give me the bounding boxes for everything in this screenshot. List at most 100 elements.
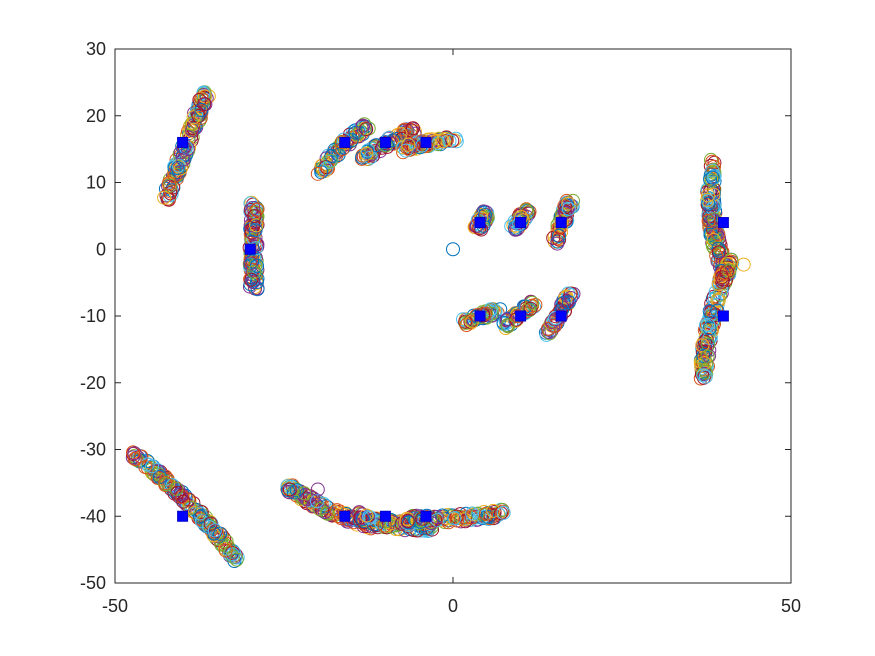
y-tick-label: 30 (86, 39, 106, 59)
data-point (711, 277, 726, 292)
data-point (704, 152, 718, 167)
data-point (561, 196, 576, 211)
data-point (476, 509, 490, 524)
data-point (250, 202, 264, 217)
data-point (447, 511, 462, 526)
center-marker (420, 136, 432, 148)
data-point (724, 252, 739, 267)
data-point (310, 166, 325, 181)
data-point (701, 214, 716, 228)
center-marker (420, 510, 432, 522)
data-point (170, 161, 185, 176)
y-tick-label: 0 (96, 239, 106, 259)
data-point (406, 121, 420, 136)
data-point (250, 258, 264, 273)
data-point (700, 349, 715, 364)
center-marker (177, 510, 189, 522)
data-point (702, 304, 717, 319)
data-point (359, 508, 374, 523)
data-point (401, 515, 416, 530)
data-point (174, 161, 188, 176)
data-point (522, 303, 537, 318)
data-point (244, 272, 259, 287)
data-point (547, 229, 562, 244)
y-tick-label: -50 (80, 573, 106, 593)
data-point (706, 233, 721, 247)
data-point (698, 369, 713, 384)
data-point (523, 301, 538, 316)
data-point (323, 153, 338, 168)
data-point (244, 225, 259, 240)
tick-label-layer: -50 0 50 30 20 10 0 -10 -20 -30 -40 -50 (80, 39, 801, 616)
data-point (324, 148, 339, 163)
data-point (159, 477, 174, 492)
center-marker (379, 136, 391, 148)
data-point (246, 275, 260, 289)
data-point (541, 322, 556, 336)
data-point (207, 523, 222, 538)
data-point (145, 459, 160, 474)
marker-layer (125, 85, 751, 568)
data-point (699, 332, 714, 347)
data-point (384, 519, 398, 534)
data-point (705, 170, 720, 185)
center-marker (474, 310, 486, 322)
data-point (176, 152, 191, 167)
center-marker (555, 310, 567, 322)
data-point (172, 159, 187, 174)
data-point (126, 445, 140, 460)
y-tick-label: -20 (80, 373, 106, 393)
data-point (247, 209, 262, 224)
data-point (305, 491, 320, 505)
data-point (138, 460, 153, 475)
data-point (127, 451, 142, 466)
data-point (550, 236, 565, 251)
data-point (486, 503, 501, 518)
data-point (174, 488, 189, 503)
data-point (282, 482, 297, 497)
data-point (708, 285, 723, 300)
data-point (355, 512, 370, 527)
data-point (165, 478, 180, 493)
center-marker (515, 310, 527, 322)
data-point (249, 218, 264, 233)
y-tick-label: -30 (80, 440, 106, 460)
x-tick-label: -50 (102, 596, 128, 616)
data-point (312, 502, 327, 517)
data-point (435, 134, 450, 149)
center-marker (717, 217, 729, 229)
data-point (362, 509, 377, 524)
center-marker (474, 217, 486, 229)
data-point (176, 494, 191, 509)
data-point (449, 509, 464, 524)
data-point (552, 228, 567, 243)
data-point (695, 338, 710, 353)
center-marker (339, 136, 351, 148)
data-point (243, 256, 258, 271)
data-point (203, 516, 218, 531)
data-point (158, 476, 173, 491)
data-point (449, 513, 464, 528)
data-point (218, 543, 233, 558)
center-layer (177, 136, 729, 522)
data-point (563, 291, 578, 305)
data-point (496, 505, 511, 520)
data-point (698, 334, 712, 349)
data-point (525, 295, 539, 310)
data-point (193, 110, 208, 125)
data-point (501, 319, 516, 334)
data-point (736, 257, 751, 272)
data-point (353, 124, 368, 139)
data-point (495, 504, 510, 519)
data-point (189, 106, 204, 121)
data-point (208, 524, 223, 539)
plot-area (115, 49, 791, 583)
data-point (544, 315, 559, 330)
data-point (169, 481, 184, 496)
data-point (248, 223, 263, 238)
data-point (561, 201, 576, 216)
data-point (348, 125, 363, 140)
y-tick-label: 10 (86, 173, 106, 193)
data-point (696, 368, 711, 383)
